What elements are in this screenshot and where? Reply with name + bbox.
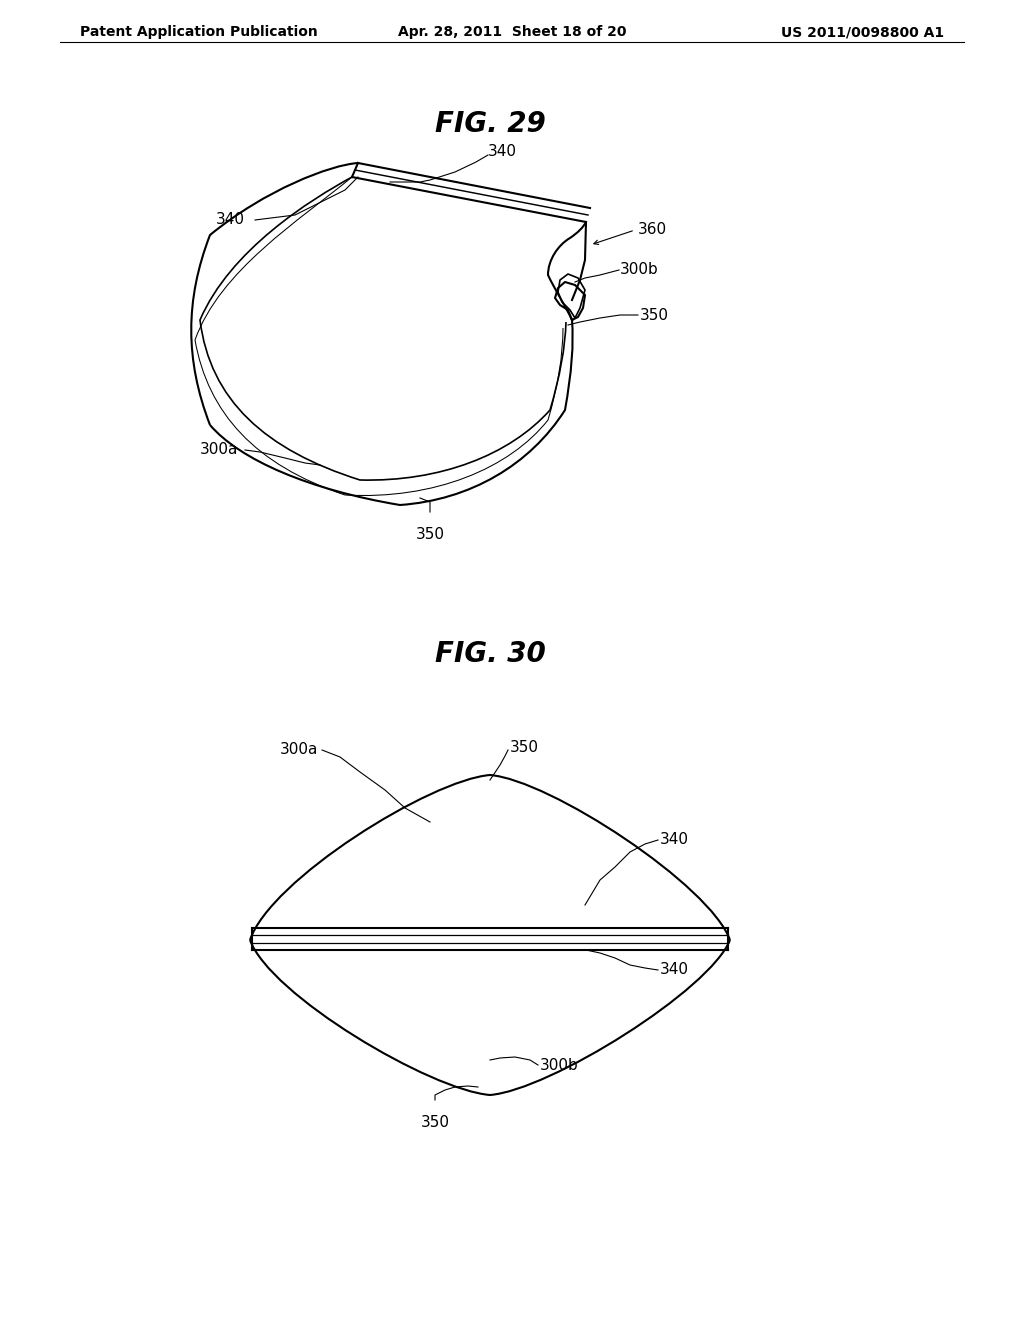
Text: 300b: 300b: [620, 263, 658, 277]
Text: 350: 350: [416, 527, 444, 543]
Text: 340: 340: [660, 833, 689, 847]
Text: Apr. 28, 2011  Sheet 18 of 20: Apr. 28, 2011 Sheet 18 of 20: [397, 25, 627, 40]
Text: 340: 340: [488, 144, 517, 160]
Text: 340: 340: [660, 962, 689, 978]
Text: Patent Application Publication: Patent Application Publication: [80, 25, 317, 40]
Text: 350: 350: [510, 741, 539, 755]
Text: 350: 350: [640, 308, 669, 322]
Text: FIG. 29: FIG. 29: [434, 110, 546, 139]
Text: 300a: 300a: [200, 442, 238, 458]
Text: 340: 340: [216, 213, 245, 227]
Text: US 2011/0098800 A1: US 2011/0098800 A1: [781, 25, 944, 40]
Text: FIG. 30: FIG. 30: [434, 640, 546, 668]
Text: 360: 360: [638, 223, 667, 238]
Text: 300b: 300b: [540, 1057, 579, 1072]
Text: 350: 350: [421, 1115, 450, 1130]
Text: 300a: 300a: [280, 742, 318, 758]
